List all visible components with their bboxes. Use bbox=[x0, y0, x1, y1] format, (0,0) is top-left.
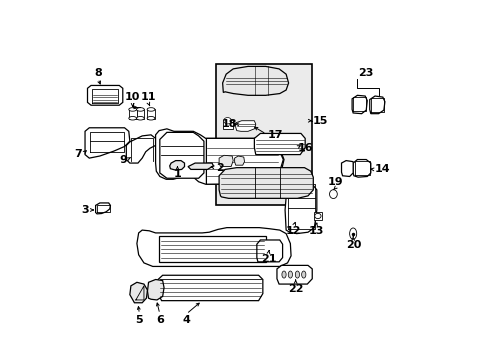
Polygon shape bbox=[206, 138, 283, 184]
Polygon shape bbox=[169, 161, 184, 170]
Text: 17: 17 bbox=[267, 130, 283, 140]
Polygon shape bbox=[254, 134, 305, 154]
Polygon shape bbox=[96, 203, 110, 214]
Bar bbox=[313, 212, 321, 220]
Polygon shape bbox=[341, 161, 352, 176]
Bar bbox=[216, 64, 311, 205]
Ellipse shape bbox=[295, 271, 299, 278]
Polygon shape bbox=[160, 132, 203, 178]
Text: 21: 21 bbox=[260, 254, 276, 264]
Polygon shape bbox=[352, 159, 370, 177]
Ellipse shape bbox=[136, 117, 144, 120]
Polygon shape bbox=[130, 282, 147, 303]
Text: 6: 6 bbox=[156, 315, 163, 325]
Polygon shape bbox=[351, 95, 366, 114]
Polygon shape bbox=[155, 129, 284, 184]
Text: 11: 11 bbox=[141, 93, 156, 102]
Polygon shape bbox=[137, 228, 290, 266]
Text: 15: 15 bbox=[312, 116, 327, 126]
Ellipse shape bbox=[329, 190, 337, 198]
Text: 14: 14 bbox=[374, 165, 390, 174]
Text: 19: 19 bbox=[327, 177, 343, 187]
Text: 9: 9 bbox=[119, 154, 127, 165]
Text: 23: 23 bbox=[357, 68, 372, 78]
Polygon shape bbox=[147, 279, 164, 300]
Text: 5: 5 bbox=[135, 315, 143, 325]
Text: 7: 7 bbox=[74, 149, 82, 158]
Polygon shape bbox=[369, 96, 384, 114]
Bar bbox=[136, 109, 144, 119]
Text: 16: 16 bbox=[297, 143, 312, 153]
Ellipse shape bbox=[287, 271, 292, 278]
Ellipse shape bbox=[301, 271, 305, 278]
Polygon shape bbox=[85, 128, 130, 158]
Text: 20: 20 bbox=[346, 240, 361, 250]
Text: 18: 18 bbox=[222, 118, 237, 129]
Text: 8: 8 bbox=[94, 68, 102, 78]
Polygon shape bbox=[285, 182, 316, 234]
Text: 2: 2 bbox=[216, 163, 224, 173]
Text: 1: 1 bbox=[173, 170, 181, 179]
Ellipse shape bbox=[281, 271, 285, 278]
Bar bbox=[128, 109, 136, 119]
Polygon shape bbox=[222, 66, 288, 95]
Ellipse shape bbox=[349, 228, 356, 239]
Polygon shape bbox=[126, 135, 155, 163]
Polygon shape bbox=[159, 237, 265, 262]
Polygon shape bbox=[234, 156, 244, 165]
Text: 4: 4 bbox=[182, 315, 190, 325]
Polygon shape bbox=[235, 121, 255, 131]
Ellipse shape bbox=[314, 213, 321, 219]
Polygon shape bbox=[256, 240, 282, 262]
Polygon shape bbox=[158, 275, 263, 301]
Polygon shape bbox=[219, 168, 313, 198]
Polygon shape bbox=[188, 163, 213, 170]
Ellipse shape bbox=[128, 117, 136, 120]
Text: 10: 10 bbox=[125, 93, 140, 102]
Text: 12: 12 bbox=[285, 226, 301, 236]
Bar bbox=[222, 120, 232, 129]
Ellipse shape bbox=[136, 108, 144, 111]
Polygon shape bbox=[219, 155, 233, 167]
Ellipse shape bbox=[128, 108, 136, 111]
Text: 3: 3 bbox=[81, 205, 89, 215]
Bar bbox=[147, 109, 155, 119]
Text: 22: 22 bbox=[287, 284, 303, 294]
Polygon shape bbox=[276, 265, 312, 284]
Text: 13: 13 bbox=[308, 226, 323, 236]
Ellipse shape bbox=[223, 118, 231, 124]
Polygon shape bbox=[87, 85, 122, 105]
Ellipse shape bbox=[147, 108, 155, 111]
Ellipse shape bbox=[147, 117, 155, 120]
